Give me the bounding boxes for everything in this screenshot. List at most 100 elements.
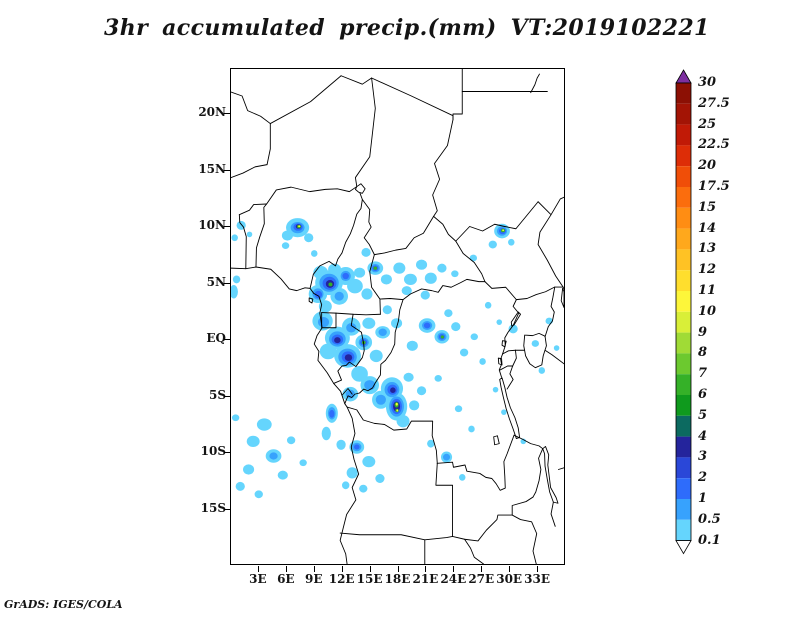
precip-cell — [334, 291, 344, 301]
precip-cell — [354, 444, 360, 450]
lon-tick-mark — [509, 566, 511, 572]
map-border — [380, 299, 403, 300]
map-border — [563, 287, 564, 289]
colorbar-label: 3 — [698, 449, 708, 465]
precip-cell — [538, 367, 546, 374]
colorbar-label: 25 — [698, 116, 717, 132]
precip-cell — [502, 229, 505, 232]
colorbar-segment — [676, 186, 691, 208]
colorbar-label: 30 — [698, 75, 717, 90]
precip-cell — [444, 309, 453, 318]
colorbar-segment — [676, 207, 691, 229]
lat-tick-label: 10N — [198, 218, 226, 233]
colorbar-label: 10 — [698, 303, 717, 319]
map-border — [453, 69, 462, 120]
colorbar-label: 0.5 — [698, 511, 721, 527]
precip-cell — [553, 345, 560, 351]
map-border — [347, 407, 437, 463]
colorbar-label: 13 — [698, 241, 717, 257]
precip-cell — [406, 340, 418, 351]
map-border — [355, 78, 375, 187]
lon-tick-mark — [313, 566, 315, 572]
lon-tick-mark — [369, 566, 371, 572]
precip-cell — [246, 435, 260, 447]
lat-tick-label: 15S — [200, 500, 226, 515]
map-border — [502, 341, 506, 347]
precip-cell — [492, 386, 499, 393]
lon-tick-mark — [285, 566, 287, 572]
map-border — [403, 279, 485, 299]
grads-credit: GrADS: IGES/COLA — [4, 598, 123, 611]
precip-cell — [416, 386, 427, 396]
map-border — [494, 436, 500, 445]
map-border — [514, 435, 543, 449]
precip-cell — [378, 328, 387, 336]
colorbar-segment — [676, 394, 691, 416]
precip-cell — [437, 263, 447, 273]
map-border — [362, 200, 374, 255]
map-border — [545, 287, 555, 337]
colorbar-above-max-triangle — [675, 69, 692, 84]
map-border — [231, 92, 270, 124]
precip-cell — [319, 343, 337, 360]
colorbar-segment — [676, 145, 691, 167]
map-border — [551, 502, 555, 526]
precip-cell — [403, 273, 417, 285]
lat-tick-mark — [224, 395, 230, 397]
map-border — [270, 76, 341, 124]
colorbar-label: 0.1 — [698, 532, 721, 548]
map-border — [500, 378, 520, 439]
precip-cell — [424, 272, 437, 284]
precip-cell — [281, 242, 290, 249]
precip-cell — [451, 322, 461, 332]
map-border — [372, 78, 453, 120]
lon-tick-label: 18E — [384, 572, 411, 586]
lat-tick-label: 20N — [198, 105, 226, 120]
lon-tick-mark — [341, 566, 343, 572]
map-border — [231, 165, 267, 178]
map-border — [342, 389, 352, 396]
colorbar-segment — [676, 311, 691, 333]
colorbar-label: 1 — [698, 491, 708, 506]
lat-tick-label: 5S — [208, 387, 226, 402]
map-border — [456, 241, 485, 282]
precip-cell — [231, 285, 238, 299]
precip-cell — [231, 414, 240, 422]
precip-cell — [317, 317, 330, 328]
lat-tick-mark — [224, 113, 230, 115]
map-border — [231, 267, 359, 564]
precip-cell — [318, 300, 332, 313]
map-border — [370, 255, 381, 315]
precip-cell — [451, 270, 459, 278]
precip-cell — [382, 305, 392, 315]
precip-cell — [396, 409, 399, 412]
precip-cell — [235, 481, 245, 491]
precip-cell — [334, 337, 341, 344]
map-border — [538, 197, 564, 214]
colorbar-segment — [676, 166, 691, 187]
colorbar-label: 2 — [698, 470, 708, 486]
map-border — [533, 449, 543, 497]
colorbar-label: 9 — [698, 324, 708, 340]
colorbar-label: 20 — [698, 158, 717, 174]
precip-map — [231, 69, 564, 564]
lon-tick-label: 21E — [412, 572, 439, 586]
map-border — [340, 533, 452, 540]
precip-cell — [314, 290, 323, 299]
colorbar-segment — [676, 436, 691, 458]
map-border — [433, 120, 453, 217]
lat-tick-mark — [224, 508, 230, 510]
map-border — [267, 187, 357, 204]
map-border — [543, 446, 558, 503]
lon-tick-label: 12E — [328, 572, 355, 586]
lon-tick-label: 9E — [305, 572, 323, 586]
lat-tick-label: 10S — [200, 444, 226, 459]
map-border — [558, 468, 564, 470]
precip-cell — [403, 372, 414, 382]
map-border — [513, 350, 517, 366]
colorbar-label: 6 — [698, 387, 708, 402]
map-border — [524, 333, 547, 367]
precip-cell — [269, 452, 278, 460]
precip-cell — [329, 409, 335, 418]
